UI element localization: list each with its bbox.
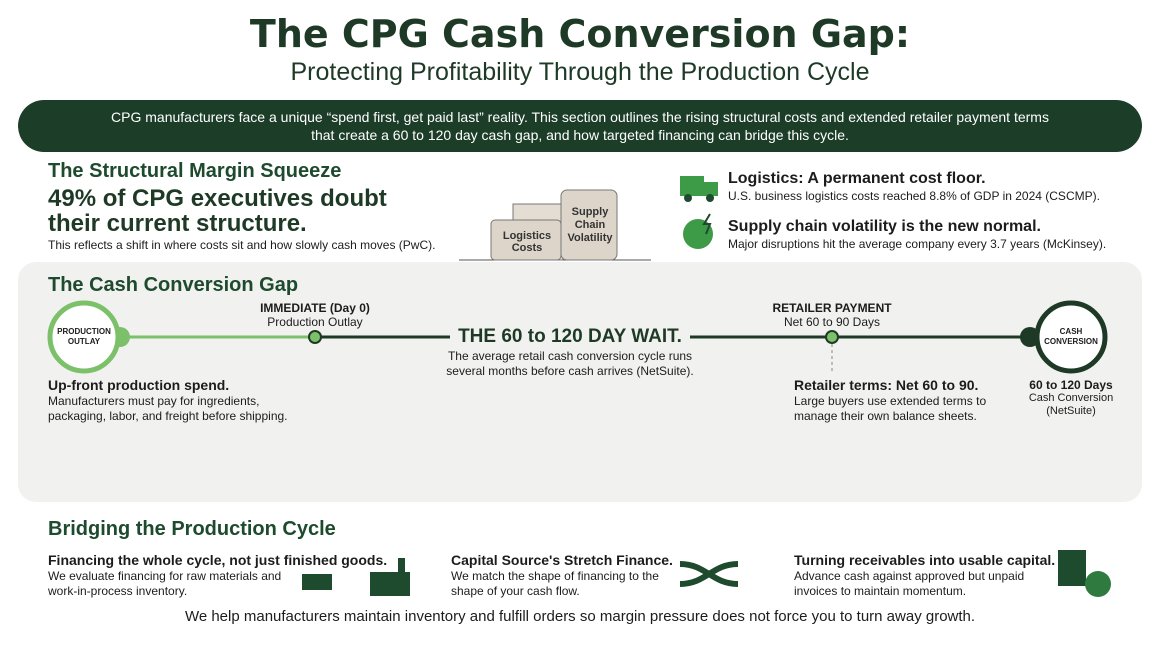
invoice bbox=[1058, 550, 1086, 586]
truck-icon bbox=[680, 176, 704, 196]
block bbox=[560, 189, 618, 261]
section-heading: The Structural Margin Squeeze bbox=[48, 160, 342, 182]
factory-icon bbox=[370, 572, 410, 596]
note: This reflects a shift in where costs sit… bbox=[48, 238, 436, 252]
title: The CPG Cash Conversion Gap: bbox=[249, 12, 911, 56]
footer: We help manufacturers maintain inventory… bbox=[184, 608, 976, 625]
item-title: Capital Source's Stretch Finance. bbox=[451, 552, 673, 568]
chimney bbox=[398, 558, 405, 572]
globe-icon bbox=[683, 219, 713, 249]
bolt bbox=[702, 213, 712, 235]
wheel bbox=[684, 194, 692, 202]
milestone-sub: Net 60 to 90 Days bbox=[783, 315, 881, 329]
intro-banner: CPG manufacturers face a unique “spend f… bbox=[18, 100, 1142, 152]
node-label: CASH CONVERSION bbox=[1044, 327, 1098, 346]
node-label: PRODUCTION OUTLAY bbox=[57, 327, 111, 346]
end-node bbox=[1034, 300, 1108, 374]
fact-text: U.S. business logistics costs reached 8.… bbox=[728, 189, 1100, 203]
wait-text: The average retail cash conversion cycle… bbox=[446, 349, 694, 378]
note-text: Cash Conversion (NetSuite) bbox=[1028, 392, 1114, 417]
cash-icon bbox=[302, 574, 332, 590]
milestone-dot bbox=[825, 330, 839, 344]
fact-icons bbox=[680, 176, 718, 249]
fact-text: Major disruptions hit the average compan… bbox=[728, 237, 1107, 251]
fact-title: Supply chain volatility is the new norma… bbox=[728, 218, 1041, 235]
shuffle-path bbox=[679, 561, 739, 587]
item-title: Financing the whole cycle, not just fini… bbox=[48, 552, 388, 568]
wait-title: THE 60 to 120 DAY WAIT. bbox=[450, 326, 690, 348]
fact-title: Logistics: A permanent cost floor. bbox=[728, 170, 986, 187]
stat: 49% of CPG executives doubt their curren… bbox=[48, 185, 387, 237]
start-node bbox=[47, 300, 121, 374]
milestone-label: IMMEDIATE (Day 0) bbox=[260, 301, 370, 315]
section-heading: Bridging the Production Cycle bbox=[48, 518, 336, 540]
shuffle-icon bbox=[679, 561, 739, 587]
note-title: Up-front production spend. bbox=[48, 377, 230, 393]
note-text: Large buyers use extended terms to manag… bbox=[794, 394, 987, 423]
milestone-label: RETAILER PAYMENT bbox=[772, 301, 892, 315]
item-text: We evaluate financing for raw materials … bbox=[48, 569, 282, 598]
block-label: Logistics Costs bbox=[502, 230, 552, 254]
milestone-sub: Production Outlay bbox=[267, 315, 363, 329]
item-text: We match the shape of financing to the s… bbox=[451, 569, 659, 598]
wheel bbox=[706, 194, 714, 202]
invoice-icon bbox=[1058, 550, 1111, 597]
note-title: Retailer terms: Net 60 to 90. bbox=[794, 377, 979, 393]
item-title: Turning receivables into usable capital. bbox=[794, 552, 1056, 568]
item-text: Advance cash against approved but unpaid… bbox=[794, 569, 1025, 598]
note-title: 60 to 120 Days bbox=[1029, 378, 1113, 392]
gap-panel bbox=[18, 262, 1142, 502]
coin bbox=[1085, 571, 1111, 597]
subtitle: Protecting Profitability Through the Pro… bbox=[290, 58, 870, 86]
truck-icon bbox=[704, 182, 718, 196]
blocks-illustration bbox=[459, 189, 651, 261]
section-heading: The Cash Conversion Gap bbox=[48, 274, 299, 296]
note-text: Manufacturers must pay for ingredients, … bbox=[48, 394, 288, 423]
milestone-dot bbox=[308, 330, 322, 344]
cash-factory-icon bbox=[302, 558, 410, 596]
block-label: Supply Chain Volatility bbox=[567, 206, 613, 244]
